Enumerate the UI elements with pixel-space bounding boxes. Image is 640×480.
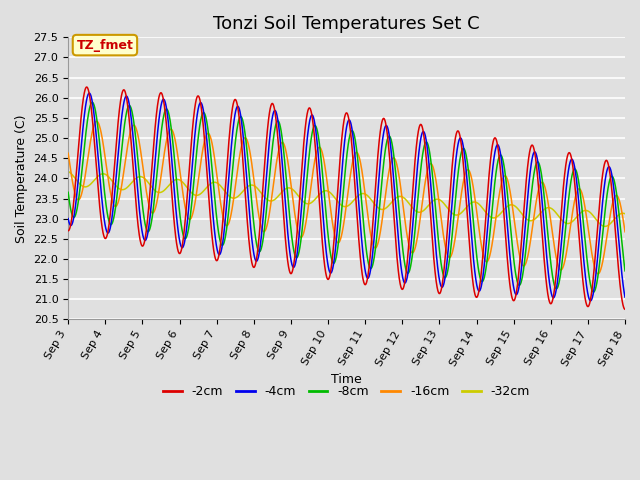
Line: -32cm: -32cm — [68, 171, 625, 227]
-2cm — [128, 148, 136, 154]
-2cm — [621, 306, 629, 312]
-2cm — [278, 189, 285, 195]
-16cm — [128, 124, 136, 130]
-4cm — [302, 148, 310, 154]
-16cm — [64, 150, 72, 156]
-8cm — [589, 289, 597, 295]
Line: -2cm: -2cm — [68, 87, 625, 309]
-16cm — [611, 194, 618, 200]
-16cm — [161, 147, 169, 153]
-2cm — [611, 214, 618, 220]
-8cm — [621, 268, 629, 274]
-32cm — [611, 216, 618, 222]
-8cm — [88, 99, 96, 105]
Line: -16cm: -16cm — [68, 121, 625, 274]
Text: TZ_fmet: TZ_fmet — [77, 38, 133, 52]
-16cm — [278, 140, 285, 145]
-16cm — [621, 229, 629, 235]
-8cm — [302, 186, 310, 192]
-32cm — [601, 224, 609, 229]
-4cm — [161, 98, 169, 104]
-4cm — [278, 156, 285, 161]
-4cm — [587, 298, 595, 304]
Line: -4cm: -4cm — [68, 93, 625, 301]
-2cm — [83, 84, 91, 90]
-2cm — [161, 107, 169, 113]
-32cm — [64, 168, 72, 174]
Legend: -2cm, -4cm, -8cm, -16cm, -32cm: -2cm, -4cm, -8cm, -16cm, -32cm — [158, 380, 535, 403]
-32cm — [161, 187, 168, 193]
X-axis label: Time: Time — [332, 373, 362, 386]
-8cm — [64, 190, 72, 195]
-8cm — [128, 108, 136, 114]
-2cm — [64, 228, 72, 234]
-16cm — [302, 219, 310, 225]
-32cm — [621, 211, 629, 216]
-32cm — [550, 208, 558, 214]
-16cm — [550, 243, 558, 249]
-4cm — [550, 294, 558, 300]
-2cm — [302, 119, 310, 124]
-4cm — [128, 121, 136, 127]
-8cm — [550, 282, 558, 288]
-8cm — [278, 133, 285, 139]
Line: -8cm: -8cm — [68, 102, 625, 292]
-4cm — [611, 191, 618, 197]
-16cm — [594, 271, 602, 277]
Y-axis label: Soil Temperature (C): Soil Temperature (C) — [15, 114, 28, 242]
-32cm — [278, 190, 285, 195]
-8cm — [611, 179, 618, 184]
-4cm — [621, 294, 629, 300]
-32cm — [128, 180, 136, 186]
-2cm — [550, 288, 558, 294]
-8cm — [161, 108, 169, 114]
-4cm — [64, 216, 72, 221]
-32cm — [302, 201, 310, 206]
Title: Tonzi Soil Temperatures Set C: Tonzi Soil Temperatures Set C — [213, 15, 480, 33]
-4cm — [86, 90, 93, 96]
-16cm — [93, 119, 100, 124]
